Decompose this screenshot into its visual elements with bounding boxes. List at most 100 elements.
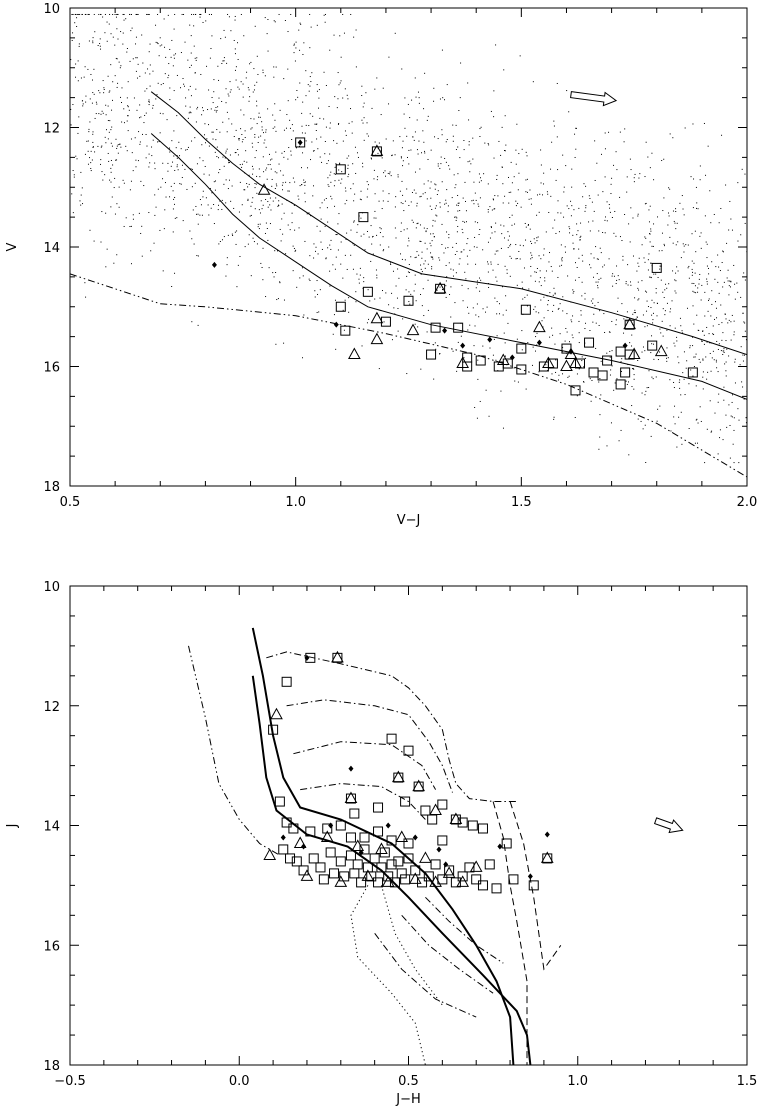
field-star-dot	[176, 217, 178, 219]
field-star-dot	[661, 160, 663, 162]
field-star-dot	[583, 366, 585, 368]
field-star-dot	[505, 144, 507, 146]
field-star-dot	[252, 168, 254, 170]
field-star-dot	[632, 217, 634, 219]
field-star-dot	[299, 277, 301, 279]
square-marker	[520, 304, 531, 315]
field-star-dot	[574, 156, 576, 158]
field-star-dot	[619, 236, 621, 238]
field-star-dot	[228, 118, 230, 120]
field-star-dot	[709, 352, 711, 354]
y-tick-label: 12	[43, 122, 60, 137]
x-tick-label: 0.5	[398, 1074, 419, 1089]
field-star-dot	[548, 261, 550, 263]
field-star-dot	[139, 143, 141, 145]
field-star-dot	[476, 283, 478, 285]
field-star-dot	[162, 113, 164, 115]
field-star-dot	[730, 280, 732, 282]
square-marker	[491, 883, 502, 894]
field-star-dot	[463, 357, 465, 359]
field-star-dot	[149, 73, 151, 75]
field-star-dot	[527, 342, 529, 344]
field-star-dot	[114, 13, 116, 15]
field-star-dot	[102, 16, 104, 18]
field-star-dot	[636, 270, 638, 272]
field-star-dot	[495, 250, 497, 252]
field-star-dot	[657, 408, 659, 410]
field-star-dot	[92, 146, 94, 148]
diamond-marker	[348, 765, 354, 772]
field-star-dot	[283, 342, 285, 344]
field-star-dot	[672, 137, 674, 139]
field-star-dot	[675, 292, 677, 294]
field-star-dot	[309, 76, 311, 78]
square-marker	[588, 367, 599, 378]
field-star-dot	[507, 231, 509, 233]
field-star-dot	[412, 221, 414, 223]
field-star-dot	[647, 259, 649, 261]
field-star-dot	[621, 358, 623, 360]
field-star-dot	[669, 379, 671, 381]
field-star-dot	[667, 357, 669, 359]
field-star-dot	[80, 171, 82, 173]
field-star-dot	[344, 203, 346, 205]
field-star-dot	[291, 212, 293, 214]
field-star-dot	[666, 302, 668, 304]
field-star-dot	[229, 91, 231, 93]
field-star-dot	[119, 143, 121, 145]
field-star-dot	[81, 187, 83, 189]
field-star-dot	[522, 287, 524, 289]
field-star-dot	[573, 248, 575, 250]
field-star-dot	[426, 331, 428, 333]
field-star-dot	[291, 124, 293, 126]
field-star-dot	[84, 13, 86, 15]
field-star-dot	[221, 208, 223, 210]
field-star-dot	[493, 90, 495, 92]
field-star-dot	[727, 269, 729, 271]
field-star-dot	[688, 277, 690, 279]
field-star-dot	[274, 126, 276, 128]
field-star-dot	[117, 82, 119, 84]
field-star-dot	[172, 231, 174, 233]
field-star-dot	[594, 179, 596, 181]
field-star-dot	[603, 313, 605, 315]
field-star-dot	[516, 258, 518, 260]
field-star-dot	[358, 278, 360, 280]
field-star-dot	[174, 169, 176, 171]
field-star-dot	[82, 203, 84, 205]
field-star-dot	[235, 129, 237, 131]
field-star-dot	[478, 233, 480, 235]
field-star-dot	[353, 244, 355, 246]
field-star-dot	[688, 265, 690, 267]
triangle-marker	[569, 356, 582, 369]
y-tick-label: 14	[43, 820, 60, 835]
field-star-dot	[284, 20, 286, 22]
field-star-dot	[722, 286, 724, 288]
field-star-dot	[726, 242, 728, 244]
field-star-dot	[276, 172, 278, 174]
square-marker	[380, 316, 391, 327]
field-star-dot	[710, 315, 712, 317]
field-star-dot	[445, 285, 447, 287]
field-star-dot	[703, 343, 705, 345]
field-star-dot	[457, 194, 459, 196]
field-star-dot	[148, 212, 150, 214]
field-star-dot	[98, 90, 100, 92]
field-star-dot	[173, 155, 175, 157]
field-star-dot	[554, 293, 556, 295]
field-star-dot	[663, 245, 665, 247]
field-star-dot	[92, 133, 94, 135]
field-star-dot	[448, 165, 450, 167]
square-marker	[464, 862, 475, 873]
field-star-dot	[695, 419, 697, 421]
field-star-dot	[530, 252, 532, 254]
field-star-dot	[149, 64, 151, 66]
field-star-dot	[115, 159, 117, 161]
field-star-dot	[487, 183, 489, 185]
field-star-dot	[525, 388, 527, 390]
field-star-dot	[379, 227, 381, 229]
square-marker	[437, 799, 448, 810]
field-star-dot	[714, 412, 716, 414]
field-star-dot	[319, 207, 321, 209]
field-star-dot	[351, 121, 353, 123]
